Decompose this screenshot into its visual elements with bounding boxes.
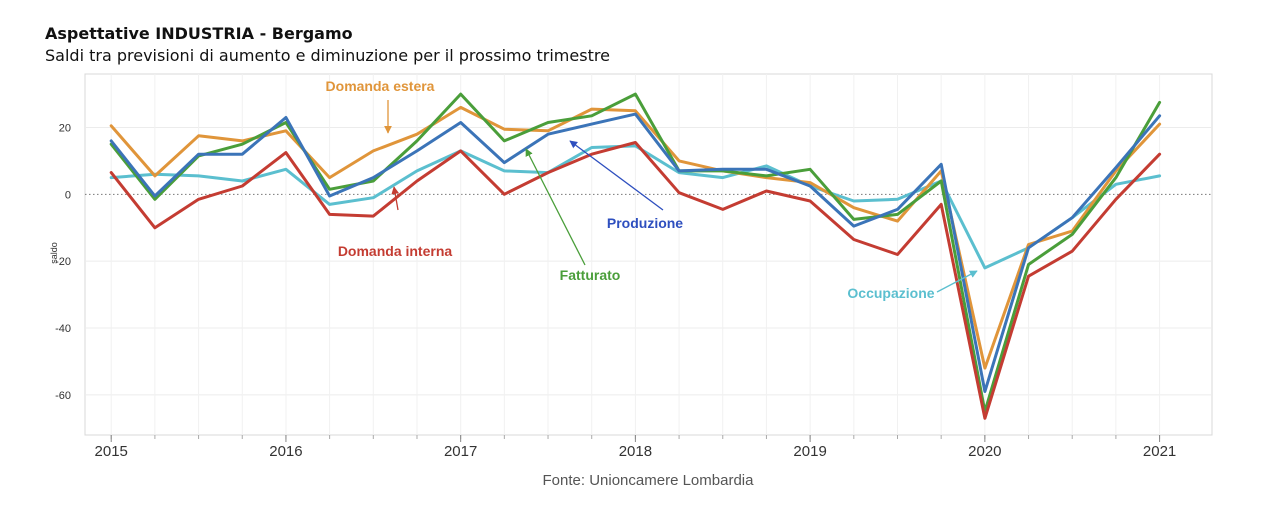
y-tick-label: -60 xyxy=(55,390,71,402)
x-tick-label: 2017 xyxy=(444,443,477,460)
annotation-label: Domanda interna xyxy=(338,243,453,259)
y-tick-label: 0 xyxy=(65,189,71,201)
series-line-produzione xyxy=(109,112,1162,393)
annotation-label: Domanda estera xyxy=(326,78,435,94)
x-tick-label: 2015 xyxy=(95,443,128,460)
y-tick-label: -40 xyxy=(55,323,71,335)
x-tick-label: 2019 xyxy=(793,443,826,460)
x-tick-label: 2020 xyxy=(968,443,1001,460)
annotations: Domanda estera Domanda interna Produzione F… xyxy=(326,78,978,301)
x-tick-label: 2016 xyxy=(269,443,302,460)
y-tick-label: -20 xyxy=(55,256,71,268)
series-line-occupazione xyxy=(109,144,1162,270)
annotation-label: Occupazione xyxy=(847,285,934,301)
chart-title: Aspettative INDUSTRIA - Bergamo xyxy=(45,24,353,43)
chart-subtitle: Saldi tra previsioni di aumento e diminu… xyxy=(45,46,610,65)
x-tick-label: 2018 xyxy=(619,443,652,460)
series-lines xyxy=(109,92,1162,420)
annotation-arrow xyxy=(391,186,400,211)
y-tick-label: 20 xyxy=(59,122,71,134)
annotation-label: Fatturato xyxy=(560,267,621,283)
y-axis-label: saldo xyxy=(49,242,59,264)
annotation-arrow xyxy=(936,270,978,293)
annotation-label: Produzione xyxy=(607,215,683,231)
series-line-domanda-estera xyxy=(109,105,1162,370)
plot-frame xyxy=(84,73,1213,436)
source-note: Fonte: Unioncamere Lombardia xyxy=(542,472,754,489)
axes: 20 0 -20 -40 -60 2015 2016 2017 2018 2019 2020 2021… xyxy=(49,122,1176,460)
x-tick-label: 2021 xyxy=(1143,443,1176,460)
annotation-arrow xyxy=(569,140,664,211)
annotation-arrow xyxy=(525,148,586,266)
series-line-domanda-interna xyxy=(109,141,1162,420)
